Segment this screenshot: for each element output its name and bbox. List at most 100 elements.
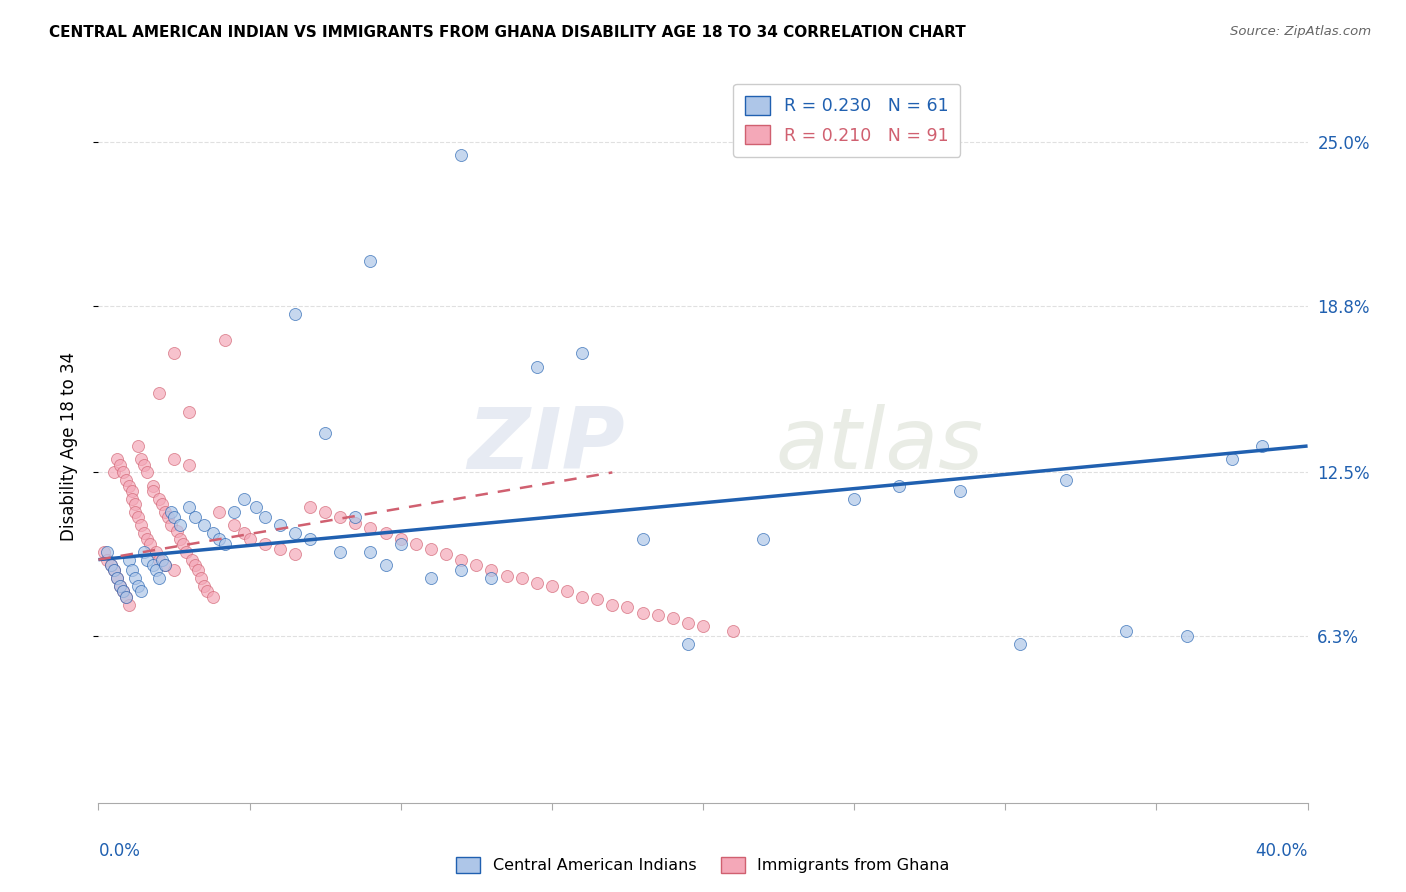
Immigrants from Ghana — [96, 552, 118, 566]
Central American Indians — [169, 518, 191, 533]
Central American Indians — [224, 505, 246, 519]
Central American Indians — [114, 590, 136, 604]
Central American Indians — [129, 584, 152, 599]
Central American Indians — [374, 558, 396, 572]
Immigrants from Ghana — [108, 458, 131, 472]
Immigrants from Ghana — [510, 571, 533, 585]
Immigrants from Ghana — [172, 537, 194, 551]
Immigrants from Ghana — [169, 532, 191, 546]
Immigrants from Ghana — [450, 552, 472, 566]
Immigrants from Ghana — [121, 483, 143, 498]
Immigrants from Ghana — [114, 590, 136, 604]
Immigrants from Ghana — [163, 452, 186, 467]
Text: Source: ZipAtlas.com: Source: ZipAtlas.com — [1230, 25, 1371, 38]
Immigrants from Ghana — [616, 600, 638, 615]
Central American Indians — [299, 532, 322, 546]
Central American Indians — [96, 545, 118, 559]
Central American Indians — [184, 510, 207, 524]
Central American Indians — [103, 563, 125, 577]
Immigrants from Ghana — [661, 611, 683, 625]
Text: 0.0%: 0.0% — [98, 842, 141, 860]
Immigrants from Ghana — [132, 526, 155, 541]
Immigrants from Ghana — [647, 608, 669, 623]
Central American Indians — [314, 425, 336, 440]
Central American Indians — [889, 478, 911, 492]
Central American Indians — [481, 571, 503, 585]
Immigrants from Ghana — [602, 598, 624, 612]
Immigrants from Ghana — [174, 545, 197, 559]
Immigrants from Ghana — [150, 497, 173, 511]
Central American Indians — [163, 510, 186, 524]
Central American Indians — [450, 148, 472, 162]
Immigrants from Ghana — [118, 478, 141, 492]
Central American Indians — [214, 537, 236, 551]
Immigrants from Ghana — [631, 606, 654, 620]
Immigrants from Ghana — [314, 505, 336, 519]
Immigrants from Ghana — [156, 510, 179, 524]
Central American Indians — [1115, 624, 1137, 638]
Immigrants from Ghana — [124, 497, 146, 511]
Immigrants from Ghana — [374, 526, 396, 541]
Immigrants from Ghana — [214, 333, 236, 347]
Central American Indians — [284, 307, 307, 321]
Immigrants from Ghana — [148, 386, 170, 401]
Immigrants from Ghana — [495, 568, 517, 582]
Immigrants from Ghana — [692, 618, 714, 632]
Immigrants from Ghana — [420, 542, 443, 557]
Central American Indians — [150, 552, 173, 566]
Legend: Central American Indians, Immigrants from Ghana: Central American Indians, Immigrants fro… — [450, 850, 956, 880]
Central American Indians — [145, 563, 167, 577]
Central American Indians — [135, 552, 157, 566]
Central American Indians — [389, 537, 412, 551]
Immigrants from Ghana — [360, 521, 382, 535]
Immigrants from Ghana — [232, 526, 254, 541]
Immigrants from Ghana — [103, 466, 125, 480]
Immigrants from Ghana — [153, 558, 176, 572]
Immigrants from Ghana — [142, 478, 165, 492]
Y-axis label: Disability Age 18 to 34: Disability Age 18 to 34 — [59, 351, 77, 541]
Central American Indians — [571, 346, 593, 360]
Central American Indians — [100, 558, 122, 572]
Immigrants from Ghana — [299, 500, 322, 514]
Immigrants from Ghana — [105, 452, 128, 467]
Immigrants from Ghana — [465, 558, 488, 572]
Immigrants from Ghana — [103, 563, 125, 577]
Immigrants from Ghana — [100, 558, 122, 572]
Immigrants from Ghana — [105, 571, 128, 585]
Immigrants from Ghana — [676, 616, 699, 631]
Immigrants from Ghana — [108, 579, 131, 593]
Central American Indians — [153, 558, 176, 572]
Immigrants from Ghana — [723, 624, 745, 638]
Central American Indians — [526, 359, 548, 374]
Immigrants from Ghana — [481, 563, 503, 577]
Immigrants from Ghana — [224, 518, 246, 533]
Immigrants from Ghana — [253, 537, 276, 551]
Immigrants from Ghana — [111, 584, 134, 599]
Central American Indians — [1220, 452, 1243, 467]
Central American Indians — [121, 563, 143, 577]
Central American Indians — [160, 505, 183, 519]
Immigrants from Ghana — [114, 474, 136, 488]
Immigrants from Ghana — [195, 584, 218, 599]
Immigrants from Ghana — [124, 505, 146, 519]
Immigrants from Ghana — [153, 505, 176, 519]
Central American Indians — [142, 558, 165, 572]
Immigrants from Ghana — [202, 590, 225, 604]
Immigrants from Ghana — [127, 510, 149, 524]
Immigrants from Ghana — [179, 458, 201, 472]
Immigrants from Ghana — [127, 439, 149, 453]
Central American Indians — [450, 563, 472, 577]
Central American Indians — [132, 545, 155, 559]
Central American Indians — [245, 500, 267, 514]
Immigrants from Ghana — [135, 532, 157, 546]
Central American Indians — [360, 545, 382, 559]
Immigrants from Ghana — [405, 537, 427, 551]
Central American Indians — [111, 584, 134, 599]
Immigrants from Ghana — [93, 545, 115, 559]
Central American Indians — [208, 532, 231, 546]
Central American Indians — [949, 483, 972, 498]
Immigrants from Ghana — [142, 483, 165, 498]
Central American Indians — [1175, 629, 1198, 643]
Immigrants from Ghana — [118, 598, 141, 612]
Immigrants from Ghana — [329, 510, 352, 524]
